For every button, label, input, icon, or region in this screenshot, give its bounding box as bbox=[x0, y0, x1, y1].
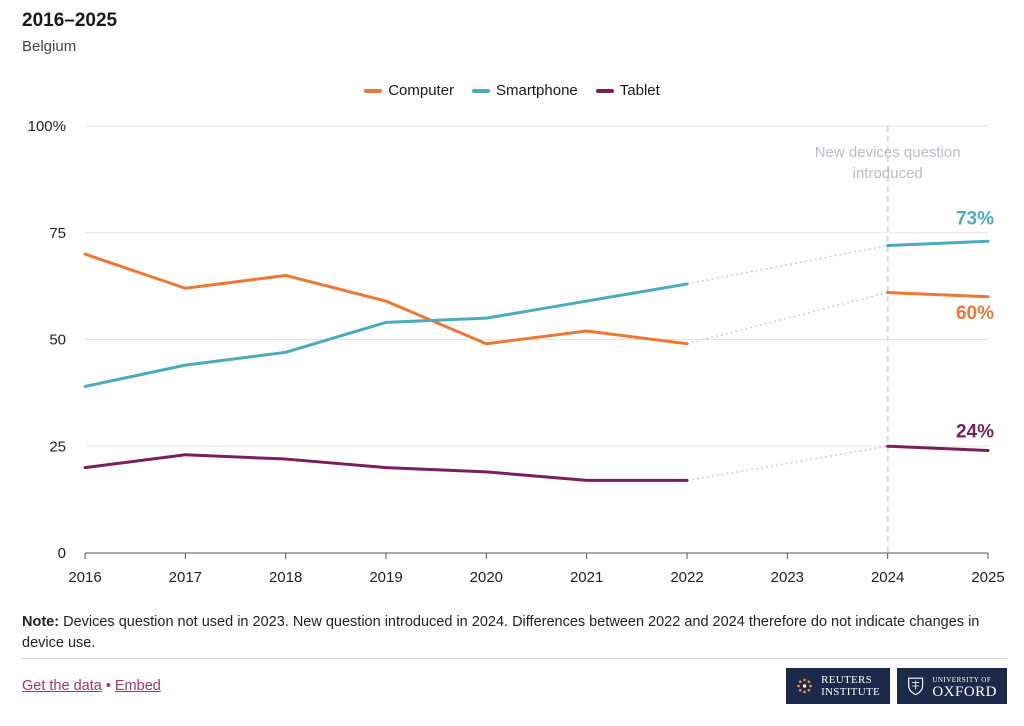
end-label-smartphone: 73% bbox=[956, 208, 994, 229]
legend-item-smartphone[interactable]: Smartphone bbox=[472, 82, 578, 99]
series-line-smartphone-segment-1 bbox=[886, 239, 990, 248]
series-line-tablet-segment-0 bbox=[83, 453, 689, 482]
x-tick-label-2019: 2019 bbox=[369, 569, 402, 586]
data-point-smartphone-2025 bbox=[985, 238, 991, 244]
end-label-tablet: 24% bbox=[956, 422, 994, 443]
oxford-line1: UNIVERSITY OF bbox=[932, 676, 992, 684]
x-tick-label-2023: 2023 bbox=[771, 569, 804, 586]
legend-item-tablet[interactable]: Tablet bbox=[595, 82, 660, 99]
legend-swatch-tablet bbox=[595, 88, 614, 93]
embed-link[interactable]: Embed bbox=[114, 678, 161, 694]
footer-links: Get the data • Embed bbox=[22, 678, 161, 694]
series-gap-connector-computer bbox=[686, 291, 888, 345]
data-point-tablet-2016 bbox=[82, 465, 88, 471]
data-point-computer-2025 bbox=[985, 294, 991, 300]
series-line-computer-segment-1 bbox=[886, 291, 990, 299]
data-point-computer-2020 bbox=[483, 341, 489, 347]
series-line-smartphone-segment-0 bbox=[83, 282, 689, 388]
data-point-smartphone-2020 bbox=[483, 315, 489, 321]
x-tick-label-2024: 2024 bbox=[871, 569, 904, 586]
legend-label-smartphone: Smartphone bbox=[496, 82, 578, 99]
y-tick-label-50: 50 bbox=[49, 332, 66, 349]
data-point-tablet-2018 bbox=[283, 456, 289, 462]
reuters-logo-text: REUTERS INSTITUTE bbox=[821, 674, 880, 698]
data-point-smartphone-2021 bbox=[584, 298, 590, 304]
y-tick-label-100: 100% bbox=[28, 118, 66, 135]
annotation-text-line1: New devices question bbox=[815, 144, 961, 161]
chart-subtitle: Belgium bbox=[22, 38, 77, 55]
note-text: Devices question not used in 2023. New q… bbox=[22, 614, 980, 651]
annotation-text-line2: introduced bbox=[853, 165, 923, 182]
line-chart: 0 25 50 75 100% 2016 2017 2018 2019 2020 2021 2022 2… bbox=[28, 118, 1005, 586]
x-tick-label-2017: 2017 bbox=[169, 569, 202, 586]
data-point-computer-2018 bbox=[283, 272, 289, 278]
data-point-computer-2024 bbox=[885, 290, 891, 296]
reuters-institute-logo[interactable]: REUTERS INSTITUTE bbox=[786, 668, 890, 704]
series-line-tablet-segment-1 bbox=[886, 444, 990, 453]
legend-swatch-computer bbox=[364, 88, 383, 93]
legend-label-tablet: Tablet bbox=[619, 82, 660, 99]
series-gap-connector-tablet bbox=[686, 445, 888, 482]
data-point-tablet-2021 bbox=[584, 477, 590, 483]
note-label: Note: bbox=[22, 614, 60, 630]
data-point-computer-2021 bbox=[584, 328, 590, 334]
series-line-computer-segment-0 bbox=[83, 252, 689, 346]
data-point-tablet-2020 bbox=[483, 469, 489, 475]
legend-item-computer[interactable]: Computer bbox=[364, 82, 454, 99]
end-label-computer: 60% bbox=[956, 303, 994, 324]
y-tick-label-75: 75 bbox=[49, 225, 66, 242]
link-separator: • bbox=[105, 678, 111, 694]
data-point-tablet-2017 bbox=[182, 452, 188, 458]
reuters-line2: INSTITUTE bbox=[821, 686, 880, 698]
oxford-logo-text: UNIVERSITY OF OXFORD bbox=[932, 674, 997, 700]
get-data-link[interactable]: Get the data bbox=[22, 678, 102, 694]
y-tick-label-25: 25 bbox=[49, 438, 66, 455]
series-gap-connector-smartphone bbox=[686, 244, 888, 285]
data-point-smartphone-2017 bbox=[182, 362, 188, 368]
data-point-smartphone-2018 bbox=[283, 349, 289, 355]
legend: Computer Smartphone Tablet bbox=[0, 82, 1024, 99]
data-point-computer-2017 bbox=[182, 285, 188, 291]
x-tick-label-2020: 2020 bbox=[470, 569, 503, 586]
footer-divider bbox=[22, 658, 1007, 659]
data-point-smartphone-2016 bbox=[82, 383, 88, 389]
data-point-tablet-2025 bbox=[985, 448, 991, 454]
data-point-computer-2019 bbox=[383, 298, 389, 304]
legend-label-computer: Computer bbox=[388, 82, 455, 99]
data-point-smartphone-2024 bbox=[885, 243, 891, 249]
data-point-tablet-2024 bbox=[885, 443, 891, 449]
data-point-smartphone-2022 bbox=[684, 281, 690, 287]
data-point-smartphone-2019 bbox=[383, 319, 389, 325]
x-tick-label-2018: 2018 bbox=[269, 569, 302, 586]
x-tick-label-2021: 2021 bbox=[570, 569, 603, 586]
oxford-crest-icon bbox=[908, 677, 924, 696]
y-tick-label-0: 0 bbox=[58, 545, 66, 562]
data-point-computer-2022 bbox=[684, 341, 690, 347]
legend-swatch-smartphone bbox=[472, 88, 491, 93]
x-tick-label-2016: 2016 bbox=[68, 569, 101, 586]
chart-title: 2016–2025 bbox=[22, 10, 118, 31]
reuters-dots-icon bbox=[797, 678, 812, 694]
data-point-computer-2016 bbox=[82, 251, 88, 257]
oxford-university-logo[interactable]: UNIVERSITY OF OXFORD bbox=[897, 668, 1007, 704]
chart-note: Note: Devices question not used in 2023.… bbox=[22, 612, 1007, 654]
reuters-line1: REUTERS bbox=[821, 674, 873, 686]
data-point-tablet-2019 bbox=[383, 465, 389, 471]
oxford-line2: OXFORD bbox=[932, 684, 997, 700]
x-tick-label-2022: 2022 bbox=[670, 569, 703, 586]
data-point-tablet-2022 bbox=[684, 477, 690, 483]
x-tick-label-2025: 2025 bbox=[971, 569, 1004, 586]
